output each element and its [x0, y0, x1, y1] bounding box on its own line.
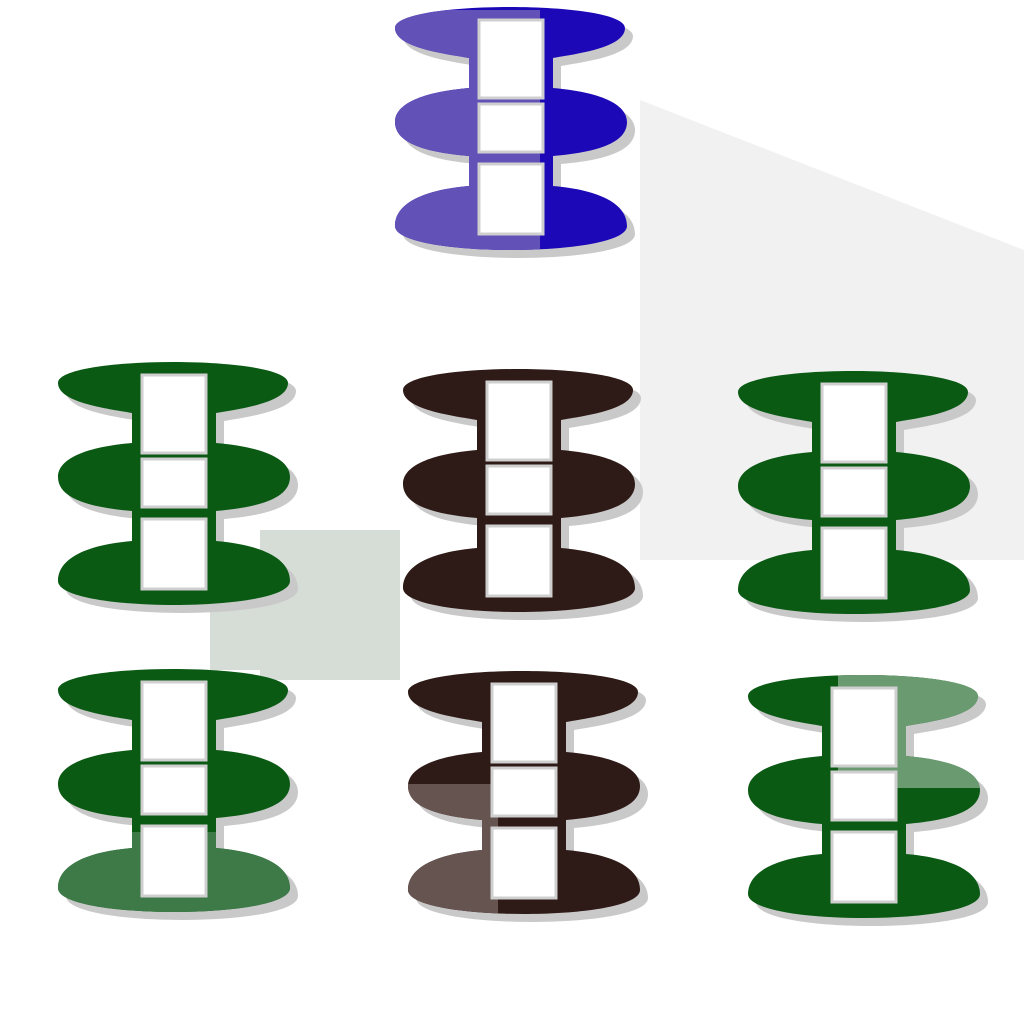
spool-icon: [395, 7, 635, 258]
spool-slot: [477, 102, 545, 154]
spool-piece-mid-center[interactable]: [383, 362, 653, 642]
background-smudge: [640, 100, 1024, 560]
spool-slot: [477, 162, 545, 236]
spool-piece-bottom-center[interactable]: [388, 664, 658, 944]
spool-slot: [820, 466, 888, 518]
spool-icon: [748, 675, 988, 926]
spool-slot: [820, 526, 888, 600]
spool-piece-mid-right[interactable]: [718, 364, 988, 644]
spool-slot: [820, 382, 888, 464]
spool-highlight: [408, 784, 498, 914]
background-smudge: [210, 600, 330, 670]
spool-icon: [58, 362, 298, 613]
spool-slot: [140, 824, 208, 898]
spool-slot: [830, 770, 898, 822]
spool-piece-bottom-left[interactable]: [38, 662, 308, 942]
spool-slot: [140, 680, 208, 762]
spool-icon: [58, 669, 298, 920]
spool-slot: [830, 686, 898, 768]
spool-slot: [490, 682, 558, 764]
spool-slot: [140, 373, 208, 455]
spool-slot: [485, 464, 553, 516]
spool-slot: [485, 380, 553, 462]
spool-slot: [830, 830, 898, 904]
spool-piece-bottom-right[interactable]: [728, 668, 998, 948]
spool-icon: [408, 671, 648, 922]
spool-slot: [485, 524, 553, 598]
spool-slot: [477, 18, 545, 100]
spool-slot: [490, 826, 558, 900]
spool-icon: [738, 371, 978, 622]
spool-slot: [140, 457, 208, 509]
spool-icon: [403, 369, 643, 620]
spool-piece-top-center[interactable]: [375, 0, 645, 280]
spool-slot: [140, 764, 208, 816]
spool-slot: [140, 517, 208, 591]
spool-piece-mid-left[interactable]: [38, 355, 308, 635]
spool-slot: [490, 766, 558, 818]
